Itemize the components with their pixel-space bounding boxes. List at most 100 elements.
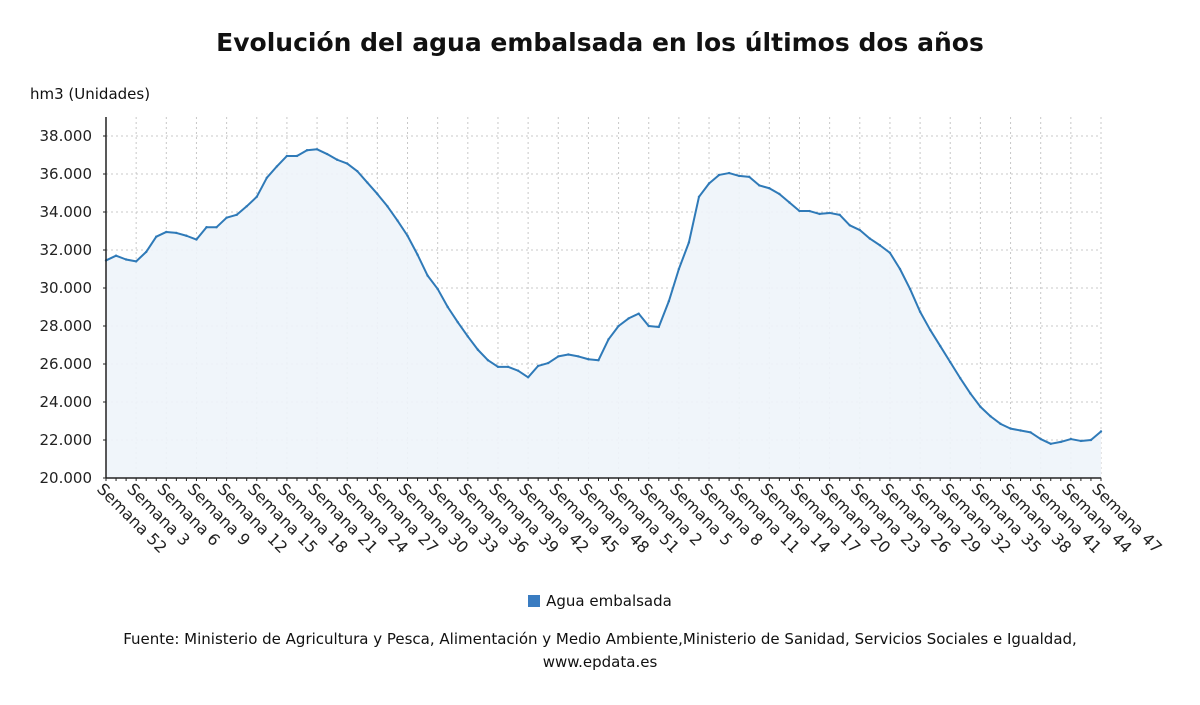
data-point[interactable] bbox=[848, 224, 851, 227]
data-point[interactable] bbox=[124, 258, 128, 261]
data-point[interactable] bbox=[868, 237, 872, 240]
data-point[interactable] bbox=[305, 149, 309, 152]
data-point[interactable] bbox=[526, 376, 530, 379]
data-point[interactable] bbox=[295, 154, 299, 158]
data-point[interactable] bbox=[577, 355, 580, 358]
data-point[interactable] bbox=[506, 365, 510, 369]
data-point[interactable] bbox=[235, 213, 238, 217]
data-point[interactable] bbox=[989, 415, 992, 418]
data-point[interactable] bbox=[969, 392, 972, 395]
data-point[interactable] bbox=[717, 173, 721, 177]
data-point[interactable] bbox=[1089, 438, 1093, 442]
data-point[interactable] bbox=[617, 324, 620, 328]
data-point[interactable] bbox=[838, 213, 841, 217]
data-point[interactable] bbox=[567, 353, 570, 356]
data-point[interactable] bbox=[205, 226, 208, 229]
data-point[interactable] bbox=[396, 219, 399, 222]
data-point[interactable] bbox=[215, 226, 218, 229]
data-point[interactable] bbox=[677, 267, 681, 271]
data-point[interactable] bbox=[637, 312, 640, 315]
data-point[interactable] bbox=[657, 325, 660, 329]
data-point[interactable] bbox=[778, 192, 781, 196]
data-point[interactable] bbox=[406, 234, 409, 237]
data-point[interactable] bbox=[335, 158, 339, 161]
data-point[interactable] bbox=[959, 377, 962, 380]
data-point[interactable] bbox=[1049, 442, 1052, 445]
data-point[interactable] bbox=[185, 234, 188, 237]
data-point[interactable] bbox=[1099, 430, 1103, 433]
data-point[interactable] bbox=[134, 260, 138, 263]
data-point[interactable] bbox=[938, 344, 942, 348]
data-point[interactable] bbox=[908, 287, 912, 291]
data-point[interactable] bbox=[647, 324, 650, 328]
data-point[interactable] bbox=[366, 181, 369, 184]
data-point[interactable] bbox=[858, 228, 861, 232]
data-point[interactable] bbox=[386, 205, 389, 208]
data-point[interactable] bbox=[325, 152, 329, 156]
data-point[interactable] bbox=[737, 174, 741, 178]
data-point[interactable] bbox=[768, 187, 771, 190]
data-point[interactable] bbox=[808, 209, 811, 213]
data-point[interactable] bbox=[788, 201, 791, 204]
data-point[interactable] bbox=[798, 209, 801, 213]
data-point[interactable] bbox=[888, 251, 892, 255]
data-point[interactable] bbox=[1039, 437, 1042, 441]
data-point[interactable] bbox=[496, 365, 500, 369]
data-point[interactable] bbox=[1019, 429, 1022, 432]
data-point[interactable] bbox=[758, 184, 761, 187]
data-point[interactable] bbox=[195, 238, 198, 241]
data-point[interactable] bbox=[436, 287, 439, 291]
data-point[interactable] bbox=[165, 230, 168, 234]
data-point[interactable] bbox=[536, 364, 540, 368]
data-point[interactable] bbox=[667, 300, 671, 303]
data-point[interactable] bbox=[597, 359, 600, 362]
data-point[interactable] bbox=[918, 310, 922, 313]
data-point[interactable] bbox=[175, 231, 178, 235]
data-point[interactable] bbox=[225, 216, 228, 219]
data-point[interactable] bbox=[979, 405, 982, 408]
data-point[interactable] bbox=[416, 253, 419, 256]
data-point[interactable] bbox=[265, 176, 269, 179]
data-point[interactable] bbox=[607, 338, 610, 341]
data-point[interactable] bbox=[376, 192, 379, 196]
data-point[interactable] bbox=[466, 335, 470, 338]
legend[interactable]: Agua embalsada bbox=[0, 592, 1200, 610]
data-point[interactable] bbox=[627, 317, 630, 320]
data-point[interactable] bbox=[898, 267, 902, 271]
data-point[interactable] bbox=[828, 211, 831, 215]
data-point[interactable] bbox=[245, 205, 248, 208]
data-point[interactable] bbox=[999, 422, 1002, 426]
data-point[interactable] bbox=[346, 162, 349, 165]
data-point[interactable] bbox=[1069, 437, 1073, 441]
data-point[interactable] bbox=[476, 348, 480, 351]
data-point[interactable] bbox=[557, 355, 560, 358]
data-point[interactable] bbox=[547, 361, 550, 365]
data-point[interactable] bbox=[255, 195, 258, 198]
data-point[interactable] bbox=[687, 241, 691, 244]
data-point[interactable] bbox=[748, 175, 751, 179]
data-point[interactable] bbox=[114, 254, 118, 257]
data-point[interactable] bbox=[356, 169, 359, 173]
data-point[interactable] bbox=[456, 321, 459, 324]
data-point[interactable] bbox=[1079, 439, 1083, 443]
data-point[interactable] bbox=[315, 148, 319, 151]
source-url[interactable]: www.epdata.es bbox=[542, 653, 658, 671]
data-point[interactable] bbox=[1059, 440, 1062, 444]
data-point[interactable] bbox=[1029, 431, 1032, 434]
data-point[interactable] bbox=[928, 328, 932, 331]
data-point[interactable] bbox=[878, 244, 882, 247]
data-point[interactable] bbox=[155, 235, 158, 238]
data-point[interactable] bbox=[275, 165, 279, 168]
data-point[interactable] bbox=[1009, 427, 1012, 430]
data-point[interactable] bbox=[587, 358, 590, 361]
series-line-agua-embalsada[interactable] bbox=[105, 148, 1102, 445]
data-point[interactable] bbox=[426, 274, 429, 277]
data-point[interactable] bbox=[285, 154, 289, 158]
data-point[interactable] bbox=[486, 359, 490, 362]
data-point[interactable] bbox=[697, 195, 701, 198]
data-point[interactable] bbox=[446, 305, 449, 309]
data-point[interactable] bbox=[949, 360, 952, 364]
data-point[interactable] bbox=[145, 250, 148, 254]
data-point[interactable] bbox=[707, 182, 711, 185]
data-point[interactable] bbox=[818, 212, 821, 216]
